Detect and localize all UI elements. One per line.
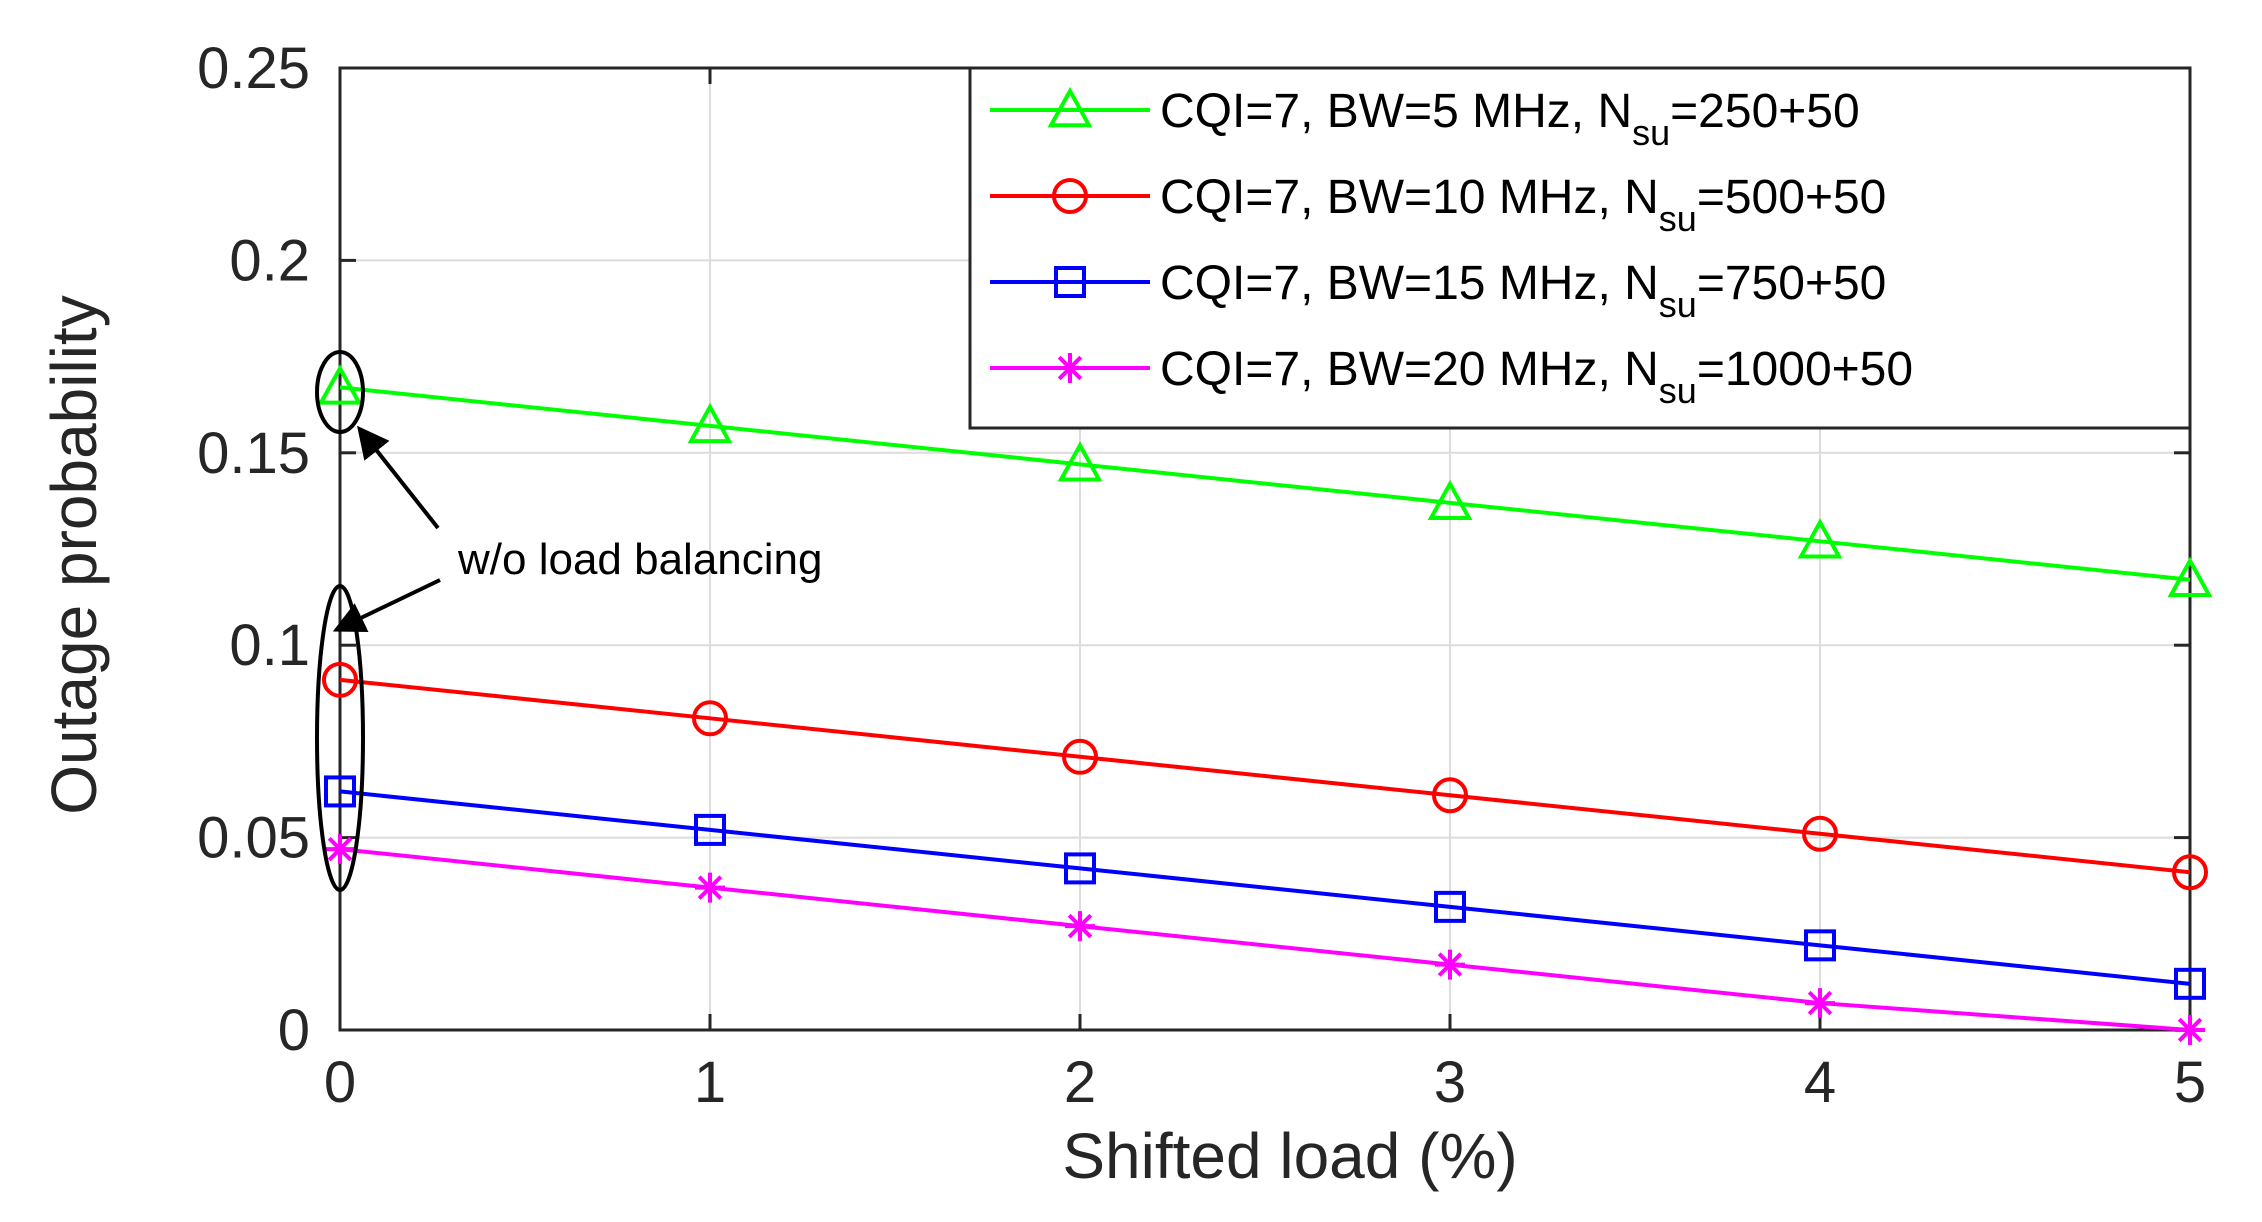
legend-label: CQI=7, BW=10 MHz, Nsu=500+50 <box>1160 171 1886 239</box>
data-point <box>1057 441 1103 482</box>
x-tick-label: 0 <box>324 1050 356 1115</box>
data-point <box>2175 1015 2205 1045</box>
y-tick-label: 0.25 <box>197 36 310 101</box>
data-point <box>325 834 355 865</box>
legend-entry: CQI=7, BW=15 MHz, Nsu=750+50 <box>990 257 1886 325</box>
x-tick-label: 2 <box>1064 1050 1096 1115</box>
y-tick-label: 0.15 <box>197 421 310 486</box>
data-point <box>1064 852 1096 885</box>
data-point <box>1065 911 1095 942</box>
legend-marker <box>1047 86 1093 128</box>
data-point <box>317 364 363 405</box>
x-tick-label: 4 <box>1804 1050 1836 1115</box>
y-tick-label: 0.1 <box>229 613 310 678</box>
series-line <box>339 385 2191 582</box>
y-tick-label: 0.2 <box>229 228 310 293</box>
legend-entry: CQI=7, BW=20 MHz, Nsu=1000+50 <box>990 343 1913 411</box>
data-point <box>1432 777 1468 814</box>
data-point <box>1797 518 1843 559</box>
series-layer <box>317 364 2213 1045</box>
data-point <box>1802 815 1838 852</box>
data-point <box>2167 556 2213 597</box>
x-tick-label: 3 <box>1434 1050 1466 1115</box>
data-point <box>695 872 725 903</box>
legend-marker <box>1054 266 1086 298</box>
legend-entry: CQI=7, BW=10 MHz, Nsu=500+50 <box>990 171 1886 239</box>
series-3 <box>324 775 2206 1000</box>
data-point <box>1434 890 1466 923</box>
data-point <box>1804 929 1836 962</box>
x-tick-label: 1 <box>694 1050 726 1115</box>
data-point <box>694 813 726 846</box>
data-point <box>322 661 358 698</box>
bottom-ellipse <box>315 584 365 892</box>
legend-marker <box>1055 353 1085 383</box>
annotation: w/o load balancing <box>315 350 822 892</box>
data-point <box>2172 854 2208 891</box>
legend-label: CQI=7, BW=15 MHz, Nsu=750+50 <box>1160 257 1886 325</box>
annotation-text: w/o load balancing <box>457 535 822 584</box>
data-point <box>2174 967 2206 1000</box>
series-line <box>339 847 2191 1032</box>
legend-marker <box>1052 178 1088 214</box>
data-point <box>692 700 728 737</box>
top-ellipse <box>315 350 365 434</box>
legend-label: CQI=7, BW=5 MHz, Nsu=250+50 <box>1160 85 1860 153</box>
annotation-arrow-upper <box>357 425 440 530</box>
data-point <box>1805 988 1835 1019</box>
annotation-arrow-lower <box>332 578 441 633</box>
legend-entry: CQI=7, BW=5 MHz, Nsu=250+50 <box>990 85 1860 153</box>
series-1 <box>317 364 2213 597</box>
data-point <box>687 402 733 444</box>
axis-ticks: 0 1 2 3 4 5 0 0.05 0.1 0.15 0.2 0.25 <box>197 36 2206 1115</box>
data-point <box>1435 949 1465 980</box>
series-line <box>339 789 2191 986</box>
data-point <box>1062 738 1098 775</box>
series-2 <box>322 661 2208 891</box>
series-line <box>339 677 2191 875</box>
legend-label: CQI=7, BW=20 MHz, Nsu=1000+50 <box>1160 343 1913 411</box>
data-point <box>1427 479 1473 521</box>
x-axis-label: Shifted load (%) <box>1062 1120 1517 1192</box>
y-axis-label: Outage probability <box>38 295 110 814</box>
y-tick-label: 0.05 <box>197 806 310 871</box>
x-tick-label: 5 <box>2174 1050 2206 1115</box>
legend-box <box>968 66 2192 430</box>
legend: CQI=7, BW=5 MHz, Nsu=250+50 CQI=7, BW=10 … <box>968 66 2192 430</box>
series-4 <box>325 834 2205 1045</box>
data-point <box>324 775 356 808</box>
y-tick-label: 0 <box>278 998 310 1063</box>
